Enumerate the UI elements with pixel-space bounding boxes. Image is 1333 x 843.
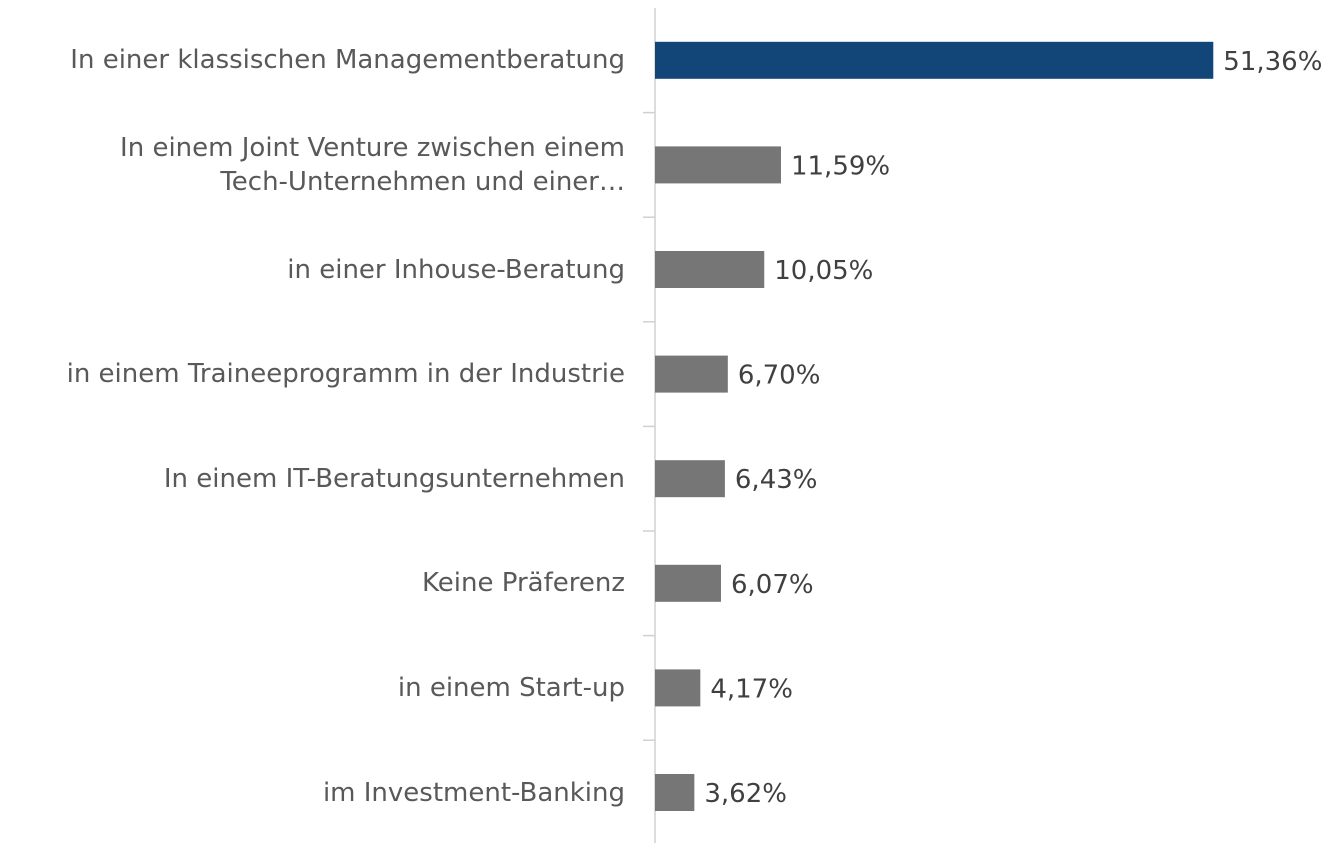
bar [655,460,725,498]
value-label: 4,17% [710,674,793,704]
bar [655,669,701,707]
category-label: in einem Traineeprogramm in der Industri… [66,359,625,390]
value-label: 3,62% [704,779,787,809]
bar [655,41,1214,79]
category-label: In einer klassischen Managementberatung [70,45,625,76]
value-label: 6,70% [738,361,821,391]
value-label: 6,43% [735,465,818,495]
value-label: 6,07% [731,570,814,600]
category-label: im Investment-Banking [322,777,625,808]
category-label: in einer Inhouse-Beratung [287,254,625,285]
category-label: in einem Start-up [397,672,625,703]
value-label: 11,59% [791,151,890,181]
category-label: In einem IT-Beratungsunternehmen [163,463,625,494]
bar [655,251,765,288]
bar [655,355,728,393]
value-label: 10,05% [774,256,873,286]
category-label: In einem Joint Venture zwischen einem Te… [120,132,625,197]
bar [655,564,721,602]
category-label: Keine Präferenz [422,568,625,599]
value-label: 51,36% [1223,47,1322,77]
bar [655,146,781,184]
bar [655,774,695,811]
